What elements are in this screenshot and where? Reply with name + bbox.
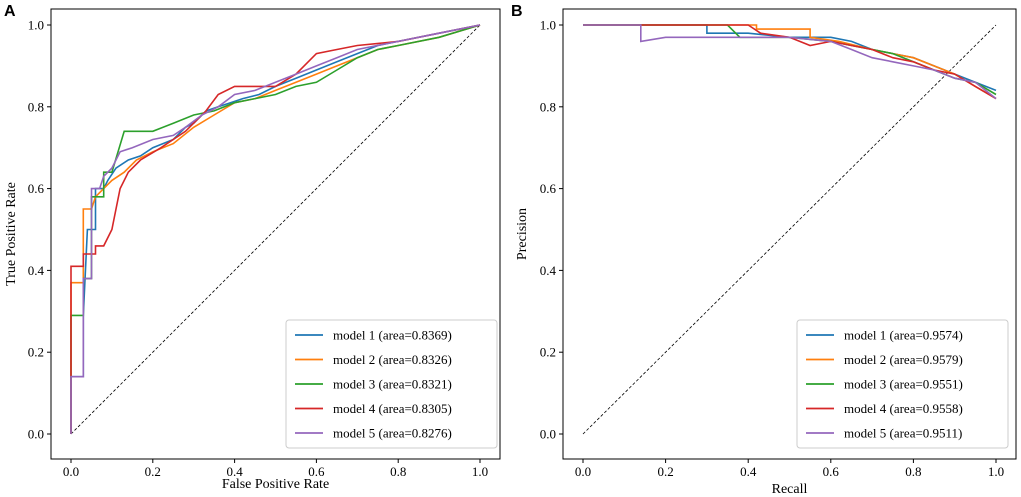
y-axis-label: True Positive Rate [4, 182, 19, 286]
legend-entry: model 2 (area=0.8326) [333, 352, 452, 367]
series-line-model-5 [583, 24, 997, 100]
x-axis-label: False Positive Rate [222, 477, 329, 492]
x-tick-label: 1.0 [472, 464, 488, 479]
legend-entry: model 4 (area=0.8305) [333, 401, 452, 416]
panel-b-precision-recall-curve: B 0.0 0.2 0.4 0.6 0.8 1.0 0.0 0.2 0.4 0.6 0.8 1.0 Rec… [511, 3, 1017, 497]
y-tick-label: 1.0 [28, 18, 44, 33]
series-line-model-5 [70, 24, 481, 434]
y-tick-label: 0.4 [540, 263, 557, 278]
legend-box [285, 319, 498, 449]
x-tick-label: 0.8 [390, 464, 406, 479]
legend-entry: model 3 (area=0.9551) [844, 377, 963, 392]
diagonal-reference-line [70, 24, 481, 435]
y-tick-label: 0.6 [540, 181, 557, 196]
x-tick-label: 0.2 [657, 464, 673, 479]
series-line-model-4 [70, 24, 481, 434]
legend-entry: model 5 (area=0.8276) [333, 426, 452, 441]
legend-entry: model 1 (area=0.9574) [844, 328, 963, 343]
legend-entry: model 2 (area=0.9579) [844, 352, 963, 367]
x-tick-label: 0.0 [63, 464, 79, 479]
x-tick-label: 0.8 [905, 464, 921, 479]
legend-box [796, 319, 1009, 449]
plot-frame [562, 8, 1017, 460]
legend-entry: model 3 (area=0.8321) [333, 377, 452, 392]
y-tick-label: 0.8 [540, 99, 556, 114]
diagonal-reference-line [582, 24, 997, 435]
x-tick-label: 0.4 [740, 464, 757, 479]
legend-entry: model 1 (area=0.8369) [333, 328, 452, 343]
panel-letter: A [4, 3, 16, 20]
y-tick-label: 0.4 [28, 263, 45, 278]
y-tick-label: 0.8 [28, 99, 44, 114]
x-tick-label: 0.0 [575, 464, 591, 479]
legend-entry: model 5 (area=0.9511) [844, 426, 962, 441]
series-line-model-4 [583, 24, 997, 100]
y-tick-label: 1.0 [540, 18, 556, 33]
y-tick-label: 0.2 [540, 345, 556, 360]
x-tick-label: 0.6 [823, 464, 840, 479]
x-tick-label: 0.2 [145, 464, 161, 479]
y-tick-label: 0.0 [540, 427, 556, 442]
x-tick-label: 1.0 [988, 464, 1004, 479]
x-tick-label: 0.6 [308, 464, 325, 479]
y-axis-label: Precision [515, 208, 530, 260]
legend-entry: model 4 (area=0.9558) [844, 401, 963, 416]
x-tick-label: 0.4 [226, 464, 243, 479]
panel-letter: B [511, 3, 523, 20]
y-tick-label: 0.6 [28, 181, 45, 196]
panel-a-roc-curve: A 0.0 0.2 0.4 0.6 0.8 1.0 0.0 0.2 0.4 0.6 0.8 1.0 Fal… [4, 3, 501, 492]
plot-frame [50, 8, 501, 460]
series-line-model-1 [70, 24, 481, 434]
x-axis-label: Recall [772, 482, 808, 497]
y-tick-label: 0.2 [28, 345, 44, 360]
y-tick-label: 0.0 [28, 427, 44, 442]
